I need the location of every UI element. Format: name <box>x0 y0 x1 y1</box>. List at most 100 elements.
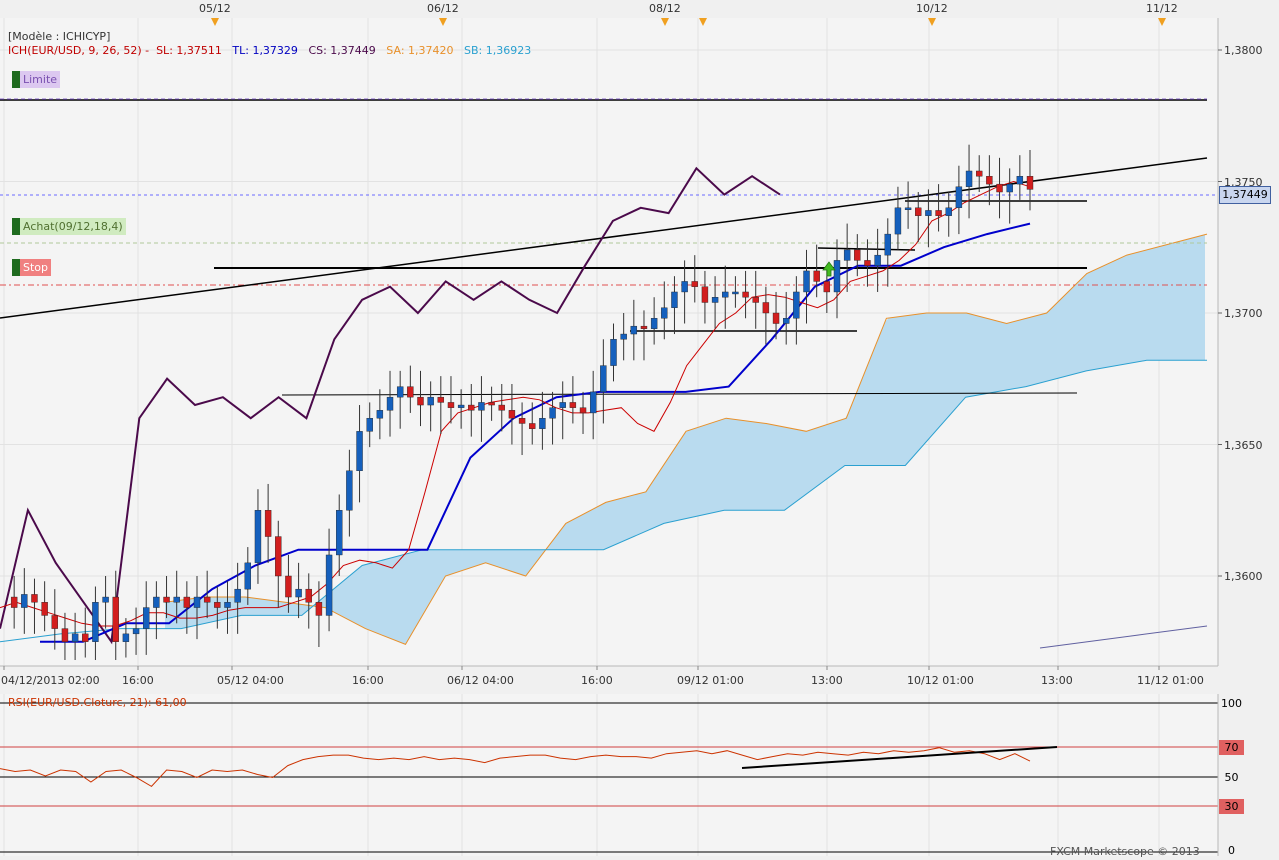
candle <box>904 181 912 229</box>
candle <box>305 573 312 629</box>
candle <box>752 270 759 329</box>
top-date-label: 11/12 <box>1146 2 1178 15</box>
ichimoku-params: ICH(EUR/USD, 9, 26, 52) - <box>8 44 150 57</box>
candle <box>518 402 526 456</box>
candle <box>925 189 932 248</box>
y-tick-label: 1,3700 <box>1224 307 1263 320</box>
candle <box>356 405 363 503</box>
rising-trendline <box>0 157 1208 319</box>
candle <box>945 192 952 237</box>
y-tick-label: 1,3800 <box>1224 44 1263 57</box>
candle <box>264 483 272 563</box>
candle <box>620 313 627 361</box>
candle <box>915 192 922 242</box>
tl-value: TL: 1,37329 <box>232 44 298 57</box>
candle <box>711 276 719 329</box>
candle <box>285 554 292 613</box>
candle <box>579 391 587 434</box>
y-tick-label: 1,3650 <box>1224 439 1263 452</box>
x-tick-label: 13:00 <box>1041 674 1073 687</box>
candle <box>1026 149 1034 211</box>
candle <box>102 576 109 629</box>
limit-order-label: Limite <box>20 71 61 88</box>
rsi-label: RSI(EUR/USD.Cloturc, 21): 61,00 <box>8 696 187 709</box>
entry-order-tag[interactable]: Achat(09/12,18,4) <box>12 218 126 235</box>
candle <box>457 389 465 429</box>
candle <box>529 402 536 445</box>
candle <box>132 607 140 655</box>
candle <box>691 255 698 303</box>
candle <box>864 239 871 287</box>
session-marker-icon <box>928 18 936 26</box>
x-tick-label: 11/12 01:00 <box>1137 674 1204 687</box>
rsi-tick-30: 30 <box>1219 799 1244 814</box>
candle <box>112 570 119 660</box>
candle <box>376 389 384 440</box>
candle <box>894 186 902 250</box>
rsi-chart[interactable] <box>0 694 1279 860</box>
candle <box>143 581 150 655</box>
entry-order-label: Achat(09/12,18,4) <box>20 218 126 235</box>
candle <box>1006 168 1013 224</box>
candle <box>539 391 546 450</box>
candle <box>793 276 800 345</box>
candle <box>295 562 302 619</box>
candle <box>813 244 820 298</box>
session-marker-icon <box>661 18 669 26</box>
limit-order-tag[interactable]: Limite <box>12 71 61 88</box>
candle <box>396 370 404 429</box>
candle <box>163 576 170 619</box>
senkou-span-a-line <box>164 233 1208 646</box>
y-tick-label: 1,3750 <box>1224 176 1263 189</box>
candle <box>833 239 841 319</box>
x-tick-label: 09/12 01:00 <box>677 674 744 687</box>
current-price-flag: 1,37449 <box>1219 186 1271 204</box>
x-tick-label: 04/12/2013 02:00 <box>1 674 100 687</box>
stop-order-tag[interactable]: Stop <box>12 259 52 276</box>
session-marker-icon <box>211 18 219 26</box>
candle <box>417 370 424 427</box>
candle <box>427 381 434 432</box>
candle <box>762 286 770 345</box>
candle <box>10 576 18 629</box>
candle <box>671 276 678 335</box>
candle <box>386 370 394 437</box>
candle <box>854 234 861 277</box>
x-tick-label: 06/12 04:00 <box>447 674 514 687</box>
candle <box>254 489 262 584</box>
rsi-tick-70: 70 <box>1219 740 1244 755</box>
candle <box>71 612 79 660</box>
candle <box>955 165 963 235</box>
candlestick-series <box>10 144 1034 660</box>
candle <box>874 228 881 292</box>
candle <box>92 586 99 660</box>
candle <box>935 184 942 232</box>
candle <box>173 570 180 624</box>
candle <box>203 570 211 619</box>
price-chart[interactable] <box>0 0 1279 694</box>
candle <box>336 494 343 576</box>
candle <box>681 260 688 324</box>
candle <box>782 291 790 345</box>
watermark: FXCM Marketscope © 2013 <box>1050 845 1200 858</box>
candle <box>803 249 810 324</box>
model-label: [Modèle : ICHICYP] <box>8 30 111 43</box>
candle <box>742 270 749 319</box>
session-marker-icon <box>699 18 707 26</box>
candle <box>884 218 891 287</box>
rsi-tick-0: 0 <box>1228 844 1235 857</box>
candle <box>183 581 191 634</box>
candle <box>122 618 130 658</box>
x-tick-label: 16:00 <box>352 674 384 687</box>
tenkan-sen-line <box>0 180 1031 627</box>
y-tick-label: 1,3600 <box>1224 570 1263 583</box>
lower-right-line <box>1039 625 1208 649</box>
candle <box>610 323 617 382</box>
candle <box>21 568 28 634</box>
candle <box>193 576 201 640</box>
session-marker-icon <box>1158 18 1166 26</box>
candle <box>31 578 38 634</box>
rsi-tick-50: 50 <box>1224 771 1239 784</box>
candle <box>772 291 780 340</box>
candle <box>498 384 505 432</box>
